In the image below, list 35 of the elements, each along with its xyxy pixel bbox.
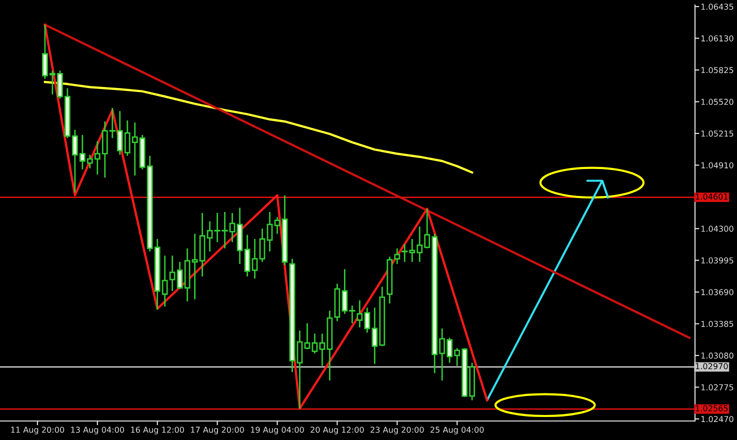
candlestick bbox=[274, 216, 280, 234]
candlestick bbox=[252, 238, 258, 280]
x-tick-label: 23 Aug 20:00 bbox=[370, 426, 424, 434]
y-tick-label: 1.03995 bbox=[701, 257, 734, 264]
y-tick-label: 1.05825 bbox=[701, 67, 734, 74]
x-tick-label: 13 Aug 04:00 bbox=[71, 426, 124, 434]
x-tick-label: 20 Aug 12:00 bbox=[310, 426, 364, 434]
line-series bbox=[44, 80, 474, 174]
x-tick-label: 16 Aug 12:00 bbox=[131, 426, 184, 434]
candlestick bbox=[319, 332, 326, 367]
y-tick-label: 1.04910 bbox=[701, 162, 734, 168]
x-tick-label: 11 Aug 20:00 bbox=[11, 426, 64, 434]
x-tick-label: 25 Aug 04:00 bbox=[430, 426, 484, 434]
y-tick-label: 1.03385 bbox=[701, 320, 734, 327]
candlestick bbox=[312, 332, 318, 354]
y-tick-label: 1.06435 bbox=[701, 4, 734, 10]
y-tick-label: 1.03690 bbox=[701, 289, 734, 296]
x-tick-label: 17 Aug 20:00 bbox=[191, 426, 244, 434]
candlestick bbox=[259, 228, 266, 263]
candlestick bbox=[266, 211, 273, 252]
line-series bbox=[44, 24, 488, 410]
y-tick-label: 1.05520 bbox=[701, 98, 734, 105]
ref-line-label: 1.02565 bbox=[696, 405, 728, 412]
y-tick-label: 1.04300 bbox=[701, 226, 734, 232]
y-tick-label: 1.06130 bbox=[701, 35, 734, 42]
y-tick-label: 1.02470 bbox=[701, 416, 734, 422]
candlestick bbox=[296, 330, 303, 410]
candlestick bbox=[244, 234, 250, 278]
y-tick-label: 1.02775 bbox=[701, 384, 734, 390]
ref-line-label: 1.02970 bbox=[696, 363, 728, 370]
ref-line-label: 1.04601 bbox=[696, 194, 728, 200]
candlestick bbox=[304, 322, 310, 350]
y-tick-label: 1.05215 bbox=[701, 130, 734, 137]
y-tick-label: 1.03080 bbox=[701, 352, 734, 359]
x-tick-label: 19 Aug 04:00 bbox=[250, 426, 304, 434]
